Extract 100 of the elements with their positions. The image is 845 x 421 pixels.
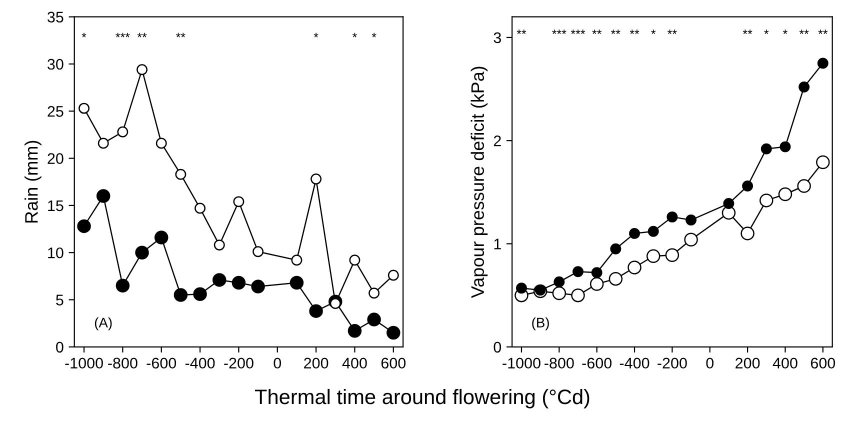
annotation: *: [764, 30, 769, 34]
y-axis-title: Rain (mm): [24, 140, 42, 223]
y-axis-title: Vapour pressure deficit (kPa): [470, 66, 488, 298]
annotation: *: [651, 30, 656, 34]
point: [154, 230, 168, 244]
y-tick-label: 0: [494, 342, 502, 353]
point: [723, 198, 734, 210]
point: [330, 298, 341, 310]
annotation: **: [630, 30, 640, 34]
point: [571, 288, 585, 302]
x-tick-label: 200: [736, 358, 760, 369]
point: [367, 312, 381, 326]
annotation: (B): [532, 317, 549, 330]
point: [760, 143, 772, 154]
point: [156, 138, 167, 149]
annotation: *: [372, 32, 376, 38]
point: [175, 168, 186, 180]
x-tick-label: 0: [706, 358, 714, 369]
y-tick-label: 5: [56, 294, 64, 306]
point: [309, 304, 323, 318]
point: [232, 276, 246, 290]
annotation: **: [611, 30, 620, 34]
annotation: **: [592, 30, 602, 34]
point: [742, 180, 754, 192]
point: [77, 219, 91, 234]
point: [310, 174, 322, 185]
point: [252, 246, 264, 258]
point: [233, 196, 244, 208]
point: [116, 278, 130, 292]
annotation: **: [668, 30, 677, 34]
x-tick-label: 400: [342, 358, 367, 369]
annotation: **: [799, 30, 809, 34]
y-tick-label: 25: [48, 106, 64, 117]
point: [291, 254, 302, 266]
point: [628, 260, 642, 274]
point: [629, 228, 640, 239]
point: [117, 126, 128, 138]
point: [817, 58, 828, 69]
x-tick-label: -200: [658, 358, 687, 369]
x-tick-label: -1000: [65, 358, 103, 369]
point: [554, 276, 565, 288]
point: [608, 272, 623, 286]
annotation: **: [137, 32, 147, 38]
y-tick-label: 20: [48, 153, 64, 164]
x-tick-label: -200: [224, 358, 254, 369]
x-axis-title: Thermal time around flowering (°Cd): [254, 388, 590, 408]
point: [290, 276, 304, 290]
point: [348, 324, 362, 338]
y-tick-label: 10: [48, 247, 64, 258]
point: [214, 240, 225, 251]
annotation: **: [818, 30, 828, 34]
x-tick-label: 600: [381, 358, 406, 369]
point: [684, 232, 698, 247]
y-tick-label: 35: [48, 12, 64, 23]
y-tick-label: 30: [48, 58, 64, 70]
point: [816, 155, 830, 170]
point: [194, 202, 206, 214]
x-tick-label: 200: [304, 358, 328, 369]
annotation: (A): [94, 317, 112, 330]
x-tick-label: 600: [810, 358, 836, 369]
x-tick-label: 0: [274, 358, 282, 369]
point: [610, 243, 622, 254]
point: [797, 179, 811, 193]
annotation: **: [742, 30, 752, 34]
point: [778, 187, 792, 202]
y-tick-label: 1: [494, 238, 501, 250]
x-tick-label: -400: [185, 358, 215, 369]
point: [798, 81, 810, 92]
x-tick-label: -800: [108, 358, 138, 369]
point: [534, 284, 546, 296]
point: [174, 288, 188, 302]
point: [760, 194, 774, 208]
point: [572, 266, 584, 278]
annotation: *: [782, 30, 788, 34]
annotation: ***: [570, 30, 586, 34]
point: [590, 277, 604, 291]
annotation: *: [352, 32, 357, 38]
point: [665, 248, 680, 262]
point: [193, 287, 207, 301]
point: [388, 270, 399, 281]
y-tick-label: 15: [48, 200, 64, 212]
x-tick-label: 400: [772, 358, 798, 369]
point: [666, 211, 678, 222]
point: [591, 267, 602, 278]
point: [686, 214, 697, 226]
point: [96, 189, 110, 203]
x-tick-label: -1000: [502, 358, 540, 369]
point: [368, 288, 380, 299]
annotation: **: [176, 32, 186, 38]
annotation: *: [314, 32, 318, 38]
point: [740, 226, 754, 240]
y-tick-label: 3: [494, 32, 501, 44]
x-tick-label: -400: [620, 358, 650, 369]
point: [648, 226, 659, 237]
annotation: **: [516, 30, 526, 34]
point: [251, 280, 265, 294]
point: [552, 286, 566, 300]
point: [136, 64, 148, 76]
point: [349, 254, 360, 266]
annotation: *: [82, 32, 86, 38]
